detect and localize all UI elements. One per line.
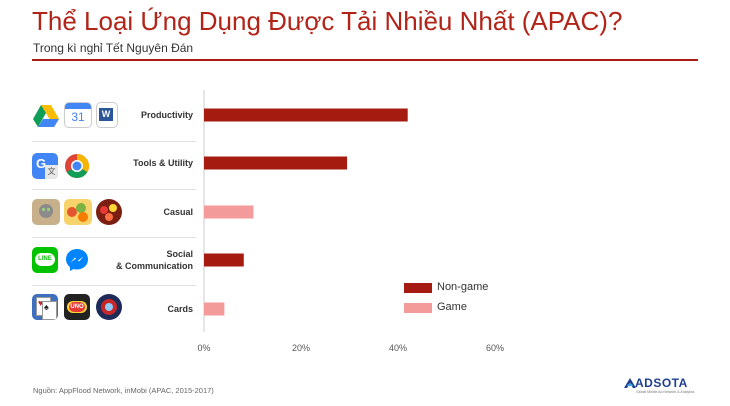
category-label: Casual — [163, 207, 193, 217]
adsota-logo: ADSOTA Global Mobile Ad Network & Analyt… — [624, 376, 704, 400]
talking-tom-icon — [32, 199, 60, 225]
category-label: Productivity — [141, 110, 193, 120]
title-divider — [32, 59, 698, 61]
solitaire-icon: ♥ ♠ — [32, 294, 58, 320]
line-icon: LINE — [32, 247, 58, 273]
fruit-game-icon — [64, 199, 92, 225]
page-subtitle: Trong kì nghỉ Tết Nguyên Đán — [33, 41, 194, 55]
x-tick-label: 20% — [292, 343, 310, 353]
bar-tools-utility — [204, 156, 348, 170]
x-tick-label: 0% — [197, 343, 210, 353]
category-label: Cards — [167, 304, 193, 314]
messenger-icon — [64, 247, 90, 273]
row-separator — [32, 141, 196, 142]
adsota-logo-mark — [624, 378, 636, 388]
bar-casual — [204, 205, 254, 219]
row-separator — [32, 237, 196, 238]
chrome-icon — [64, 153, 90, 179]
candy-crush-icon — [96, 199, 122, 225]
x-tick-label: 40% — [389, 343, 407, 353]
google-calendar-icon: 31 — [64, 102, 92, 128]
legend-label-non-game: Non-game — [437, 281, 489, 293]
source-note: Nguồn: AppFlood Network, inMobi (APAC, 2… — [33, 386, 214, 395]
legend-swatch-non-game — [404, 283, 432, 293]
logo-tagline: Global Mobile Ad Network & Analytics — [636, 390, 695, 394]
legend-label-game: Game — [437, 301, 467, 313]
bar-cards — [204, 302, 225, 316]
bar-social-communication — [204, 253, 244, 267]
bar-productivity — [204, 108, 408, 122]
calendar-day: 31 — [71, 110, 85, 124]
uno-icon: UNO — [64, 294, 90, 320]
page-title: Thể Loại Ứng Dụng Được Tải Nhiều Nhất (A… — [32, 6, 623, 36]
row-separator — [32, 285, 196, 286]
microsoft-word-icon: W — [96, 102, 118, 128]
google-drive-icon — [32, 102, 60, 128]
x-tick-label: 60% — [486, 343, 504, 353]
category-label: Tools & Utility — [133, 158, 193, 168]
legend-swatch-game — [404, 303, 432, 313]
category-label: Social & Communication — [116, 249, 193, 271]
logo-text: ADSOTA — [635, 376, 688, 390]
card-battle-icon — [96, 294, 122, 320]
row-separator — [32, 189, 196, 190]
google-translate-icon: G 文 — [32, 153, 58, 179]
